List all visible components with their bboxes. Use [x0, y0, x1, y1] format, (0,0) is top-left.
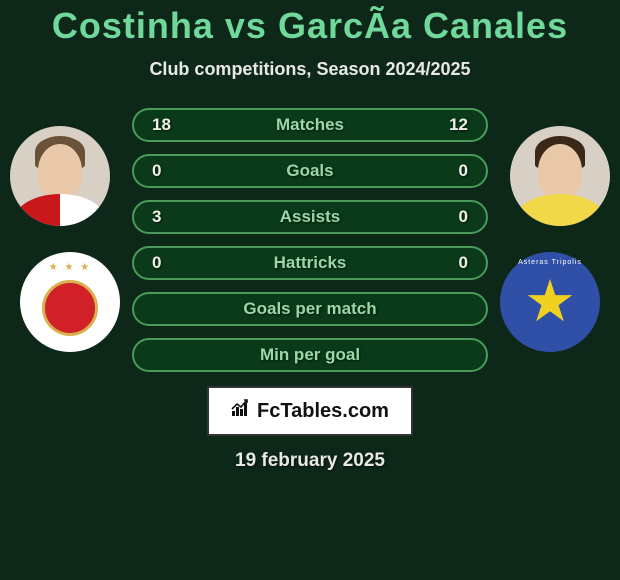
stat-left-value: 0 — [152, 161, 182, 181]
brand-badge: FcTables.com — [207, 386, 413, 436]
avatar-jersey-icon — [515, 194, 605, 226]
stat-right-value: 12 — [438, 115, 468, 135]
club-stars-icon: ★ ★ ★ — [20, 262, 120, 273]
stat-left-value: 0 — [152, 253, 182, 273]
stat-row-matches: 18 Matches 12 — [132, 108, 488, 142]
club-right-badge: Asteras Tripolis ★ — [500, 252, 600, 352]
club-left-badge: ★ ★ ★ — [20, 252, 120, 352]
stat-left-value: 3 — [152, 207, 182, 227]
avatar-head-icon — [38, 144, 82, 198]
brand-text: FcTables.com — [257, 400, 389, 423]
stat-label: Min per goal — [260, 345, 360, 365]
stat-label: Hattricks — [182, 253, 438, 273]
page-title: Costinha vs GarcÃ­a Canales — [0, 5, 620, 47]
club-crest-icon — [42, 280, 98, 336]
comparison-card: Costinha vs GarcÃ­a Canales Club competi… — [0, 0, 620, 580]
stat-label: Goals — [182, 161, 438, 181]
date-label: 19 february 2025 — [0, 450, 620, 472]
stat-row-hattricks: 0 Hattricks 0 — [132, 246, 488, 280]
club-right-name: Asteras Tripolis — [500, 259, 600, 266]
player-left-avatar — [10, 126, 110, 226]
stat-right-value: 0 — [438, 207, 468, 227]
stat-row-assists: 3 Assists 0 — [132, 200, 488, 234]
stat-row-goals-per-match: Goals per match — [132, 292, 488, 326]
stat-left-value: 18 — [152, 115, 182, 135]
stat-right-value: 0 — [438, 161, 468, 181]
avatar-head-icon — [538, 144, 582, 198]
subtitle: Club competitions, Season 2024/2025 — [0, 59, 620, 80]
stat-label: Matches — [182, 115, 438, 135]
stat-right-value: 0 — [438, 253, 468, 273]
club-star-icon: ★ — [524, 273, 576, 331]
brand-chart-icon — [231, 399, 253, 423]
stat-label: Goals per match — [243, 299, 376, 319]
stat-row-goals: 0 Goals 0 — [132, 154, 488, 188]
stat-label: Assists — [182, 207, 438, 227]
stat-row-min-per-goal: Min per goal — [132, 338, 488, 372]
player-right-avatar — [510, 126, 610, 226]
avatar-jersey-icon — [15, 194, 105, 226]
